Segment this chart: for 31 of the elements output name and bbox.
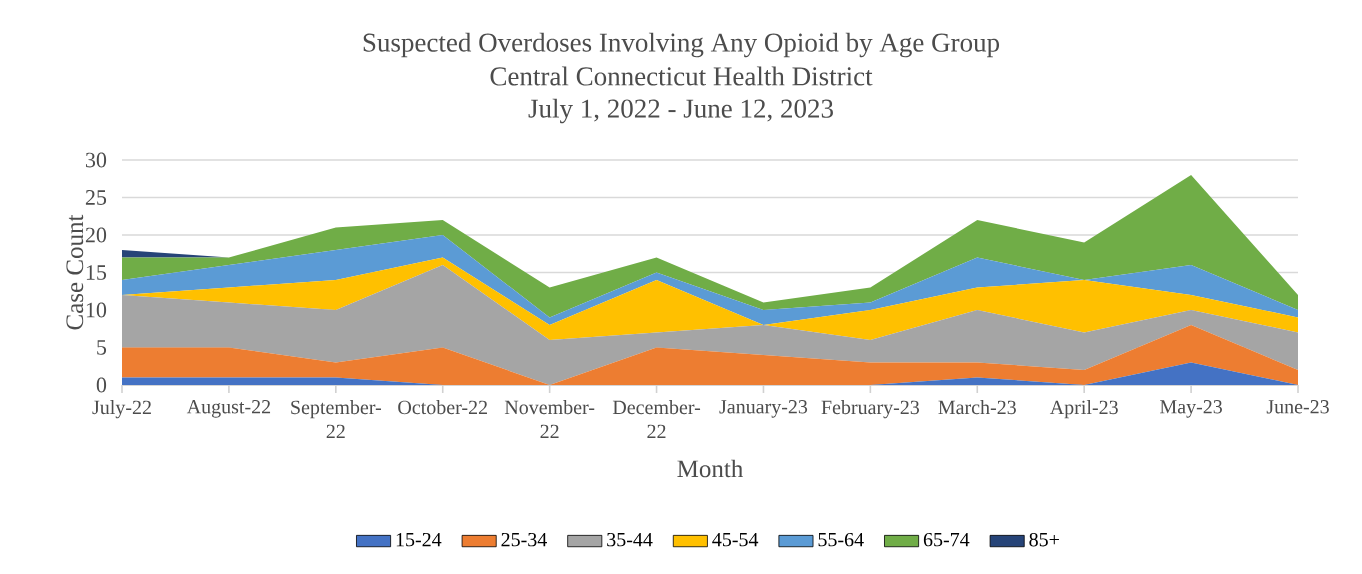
y-tick-label: 0 <box>96 377 107 393</box>
legend-label: 65-74 <box>923 532 970 547</box>
x-axis-title: Month <box>677 459 744 478</box>
chart-title: Suspected Overdoses Involving Any Opioid by Age Group <box>363 32 1000 58</box>
y-tick-label: 5 <box>97 340 107 355</box>
x-tick-label: October-22 <box>398 400 487 415</box>
legend-label: 55-64 <box>818 532 864 547</box>
legend-label: 35-44 <box>607 532 653 547</box>
legend-label: 45-54 <box>712 532 759 547</box>
y-tick-label: 25 <box>85 190 107 205</box>
x-tick-label: September-22 <box>291 400 381 438</box>
legend-label: 25-34 <box>501 532 547 547</box>
x-tick-label: July-22 <box>92 400 151 419</box>
x-tick-label: May-23 <box>1160 400 1222 418</box>
y-axis-title: Case Count <box>66 214 84 330</box>
x-tick-label: March-23 <box>938 400 1016 415</box>
y-tick-label: 20 <box>85 227 107 243</box>
legend-label: 15-24 <box>396 532 442 547</box>
y-tick-label: 30 <box>86 152 107 168</box>
x-tick-label: November-22 <box>504 400 595 438</box>
y-tick-label: 10 <box>86 302 107 318</box>
x-tick-label: April-23 <box>1049 400 1118 419</box>
text: July 1, 2022 - June 12, 2023 <box>528 98 833 124</box>
x-tick-label: December-22 <box>612 400 701 438</box>
y-tick-label: 15 <box>86 265 107 280</box>
legend-label: 85+ <box>1029 532 1059 547</box>
chart-subtitle: Central Connecticut Health District <box>490 66 873 86</box>
x-tick-label: June-23 <box>1266 400 1329 414</box>
x-tick-label: August-22 <box>186 400 271 418</box>
x-tick-label: February-23 <box>821 400 920 419</box>
x-tick-label: January-23 <box>719 400 808 418</box>
